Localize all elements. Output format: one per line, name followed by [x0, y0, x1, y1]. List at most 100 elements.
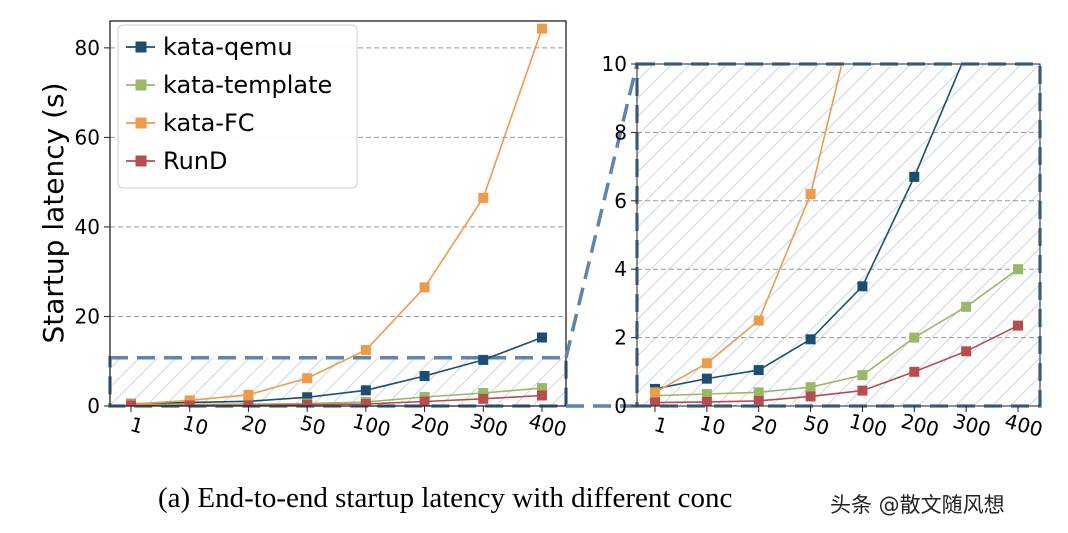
left-plot-frame	[109, 20, 567, 407]
r-y-tick-label: 2	[614, 326, 627, 350]
r-x-tick-label: 10	[697, 410, 728, 440]
l-point-kata-qemu	[360, 385, 371, 396]
l-point-kata-FC	[184, 395, 195, 406]
legend-label: kata-qemu	[163, 33, 293, 61]
left-series	[126, 23, 547, 406]
l-point-kata-qemu	[419, 371, 430, 382]
r-point-kata-template	[857, 370, 868, 381]
left-y-axis-label: Startup latency (s)	[37, 82, 70, 343]
l-point-kata-FC	[419, 282, 430, 293]
r-point-RunD	[701, 396, 712, 406]
r-point-kata-FC	[650, 387, 660, 398]
l-point-kata-FC	[302, 373, 313, 384]
right-zoom-hatch	[637, 64, 1040, 406]
l-point-RunD	[537, 390, 547, 401]
watermark-text: 头条 @散文随风想	[828, 489, 1007, 519]
l-x-tick-label: 1	[128, 412, 147, 438]
r-point-kata-FC	[753, 315, 764, 326]
right-x-ticks: 1 10 20 50 100 200 300 400	[652, 406, 1045, 442]
l-x-tick-label: 200	[409, 409, 452, 442]
l-y-tick-label: 40	[75, 215, 100, 239]
r-x-tick-label: 50	[801, 410, 832, 440]
l-point-RunD	[184, 400, 195, 406]
l-series-line-kata-qemu	[130, 336, 543, 405]
l-x-tick-label: 10	[180, 410, 211, 440]
l-point-kata-qemu	[478, 354, 489, 365]
legend-label: RunD	[163, 147, 228, 175]
l-x-tick-label: 100	[350, 409, 393, 442]
l-y-tick-label: 80	[75, 36, 100, 60]
r-point-kata-template	[805, 382, 816, 393]
l-point-RunD	[126, 400, 136, 406]
r-y-tick-label: 10	[602, 52, 627, 76]
r-point-RunD	[1013, 320, 1023, 331]
l-x-tick-label: 50	[298, 410, 329, 440]
r-point-kata-qemu	[805, 334, 816, 345]
r-y-tick-label: 4	[614, 257, 627, 281]
left-x-ticks: 1 10 20 50 100 200 300 400	[128, 406, 569, 442]
r-series-line-kata-qemu	[654, 64, 963, 390]
r-series-line-kata-FC	[654, 64, 843, 393]
r-x-tick-label: 300	[950, 409, 993, 442]
zoom-connector-upper	[564, 63, 639, 359]
r-point-kata-template	[1013, 264, 1023, 275]
r-x-tick-label: 400	[1002, 409, 1045, 442]
l-point-kata-FC	[537, 23, 547, 34]
l-point-kata-qemu	[302, 392, 313, 403]
l-point-RunD	[302, 399, 313, 406]
legend: kata-qemu kata-template kata-FC RunD	[117, 24, 358, 189]
r-x-tick-label: 200	[899, 409, 942, 442]
figure-caption: (a) End-to-end startup latency with diff…	[158, 482, 733, 514]
r-x-tick-label: 20	[749, 410, 780, 440]
r-point-kata-template	[909, 332, 920, 343]
left-y-ticks: 0 20 40 60 80	[75, 36, 110, 418]
r-x-tick-label: 100	[847, 409, 890, 442]
l-point-RunD	[360, 398, 371, 406]
legend-swatch-marker	[135, 41, 147, 53]
l-series-line-kata-FC	[130, 28, 543, 405]
r-point-RunD	[650, 397, 660, 406]
r-point-kata-template	[961, 301, 972, 312]
r-point-kata-qemu	[961, 49, 971, 59]
r-point-kata-qemu	[701, 373, 712, 384]
legend-box	[117, 24, 358, 189]
right-chart: 0 2 4 6 8 10 1 10 20 50 100 200 300 400	[602, 49, 1046, 442]
r-y-tick-label: 8	[614, 120, 627, 144]
r-point-RunD	[753, 395, 764, 406]
legend-swatch-marker	[135, 117, 147, 129]
l-point-kata-qemu	[537, 332, 547, 343]
l-point-RunD	[419, 396, 430, 406]
l-y-tick-label: 0	[87, 394, 100, 418]
r-y-tick-label: 0	[614, 394, 627, 418]
r-point-kata-FC	[805, 188, 816, 199]
l-y-tick-label: 20	[75, 304, 100, 328]
l-point-kata-template	[478, 388, 489, 399]
l-point-kata-template	[537, 383, 547, 394]
r-point-kata-qemu	[857, 281, 868, 292]
r-point-kata-FC	[701, 358, 712, 369]
l-series-line-kata-template	[130, 387, 543, 406]
r-point-RunD	[909, 366, 920, 377]
legend-swatch-marker	[135, 155, 147, 167]
r-series-line-RunD	[654, 324, 1019, 404]
l-x-tick-label: 20	[239, 410, 270, 440]
l-x-tick-label: 300	[468, 409, 511, 442]
r-point-RunD	[961, 346, 972, 357]
r-point-RunD	[805, 391, 816, 402]
right-plot-frame	[636, 63, 1041, 407]
r-x-tick-label: 1	[652, 412, 671, 438]
l-point-kata-FC	[360, 345, 371, 356]
l-x-tick-label: 400	[526, 409, 569, 442]
r-point-kata-template	[753, 387, 764, 398]
left-chart: 0 20 40 60 80 1 10 20 50 100 200 300 400 Startup la…	[37, 20, 569, 442]
legend-swatch-marker	[135, 79, 147, 91]
l-y-tick-label: 60	[75, 125, 100, 149]
legend-label: kata-FC	[163, 109, 255, 137]
right-y-ticks: 0 2 4 6 8 10	[602, 52, 637, 418]
zoom-connector-lines	[564, 63, 639, 408]
r-point-kata-template	[701, 389, 712, 400]
r-point-RunD	[857, 385, 868, 396]
r-series-line-kata-template	[654, 268, 1019, 397]
l-point-kata-FC	[243, 389, 254, 400]
